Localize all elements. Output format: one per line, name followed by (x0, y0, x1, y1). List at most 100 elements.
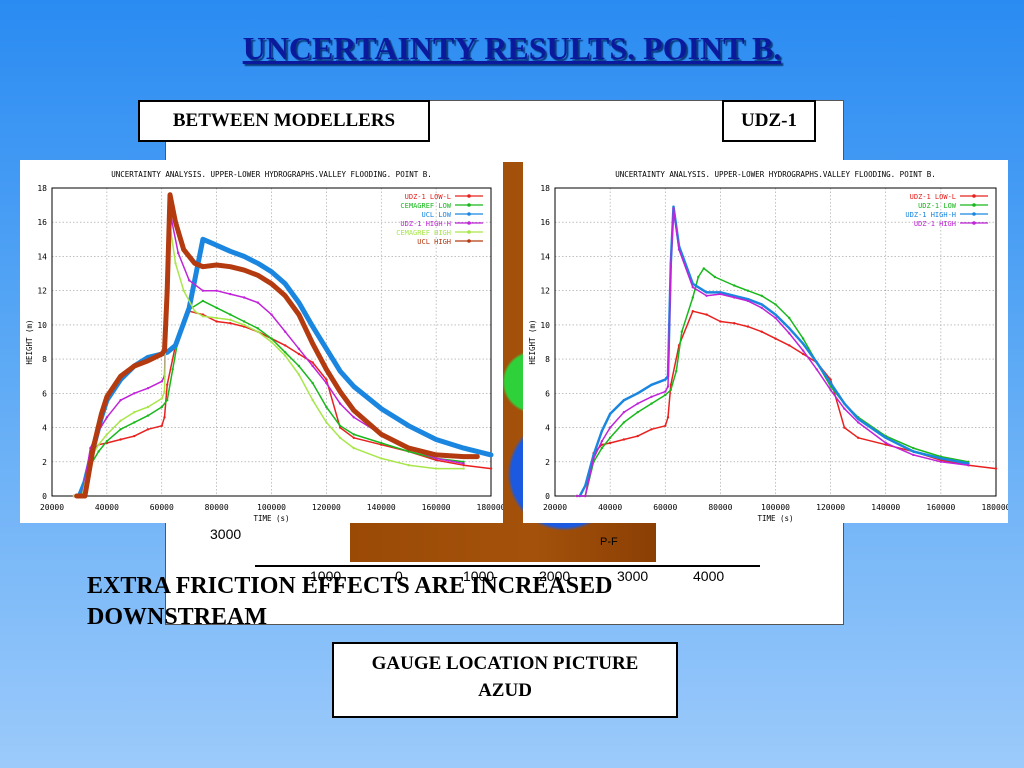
data-point (177, 251, 180, 255)
data-point (434, 458, 438, 462)
data-point (187, 305, 192, 310)
data-point (229, 313, 232, 316)
data-point (242, 320, 246, 323)
data-point (733, 294, 736, 297)
data-point (209, 240, 214, 245)
data-point (74, 493, 79, 499)
y-tick-label: 2 (42, 458, 47, 467)
data-point (283, 293, 288, 298)
data-point (774, 303, 777, 306)
data-point (171, 368, 174, 371)
y-tick-label: 0 (545, 492, 550, 501)
data-point (97, 450, 100, 453)
data-point (297, 347, 301, 350)
x-tick-label: 100000 (761, 503, 790, 512)
data-point (592, 457, 595, 460)
data-point (173, 343, 178, 348)
data-point (884, 441, 887, 445)
data-point (105, 416, 109, 419)
data-point (939, 457, 943, 460)
legend-label: UDZ-1 LOW (918, 202, 957, 210)
data-point (119, 419, 122, 422)
data-point (600, 446, 604, 450)
data-point (380, 443, 383, 446)
chart-title: UNCERTAINTY ANALYSIS. UPPER-LOWER HYDROG… (111, 170, 432, 179)
x-tick-label: 140000 (871, 503, 900, 512)
legend-marker (972, 212, 976, 216)
data-point (774, 313, 777, 316)
x-tick-label: 180000 (982, 503, 1008, 512)
legend-label: UDZ-1 HIGH-H (400, 220, 451, 228)
data-point (351, 408, 356, 413)
data-point (675, 369, 678, 373)
y-tick-label: 2 (545, 458, 550, 467)
data-point (201, 315, 205, 318)
data-point (338, 389, 343, 394)
data-point (815, 361, 818, 364)
data-point (173, 220, 178, 225)
data-point (664, 424, 667, 427)
data-point (162, 348, 167, 353)
data-point (133, 392, 136, 395)
data-point (352, 436, 355, 439)
chart-title: UNCERTAINTY ANALYSIS. UPPER-LOWER HYDROG… (615, 170, 936, 179)
data-point (255, 273, 260, 278)
data-point (600, 440, 604, 443)
data-point (119, 399, 122, 402)
data-point (242, 254, 247, 259)
data-point (801, 352, 805, 356)
data-point (407, 450, 410, 453)
data-point (338, 369, 343, 374)
data-point (82, 493, 87, 499)
plot-frame (554, 187, 997, 497)
data-point (269, 281, 274, 286)
data-point (133, 421, 136, 424)
data-point (215, 306, 218, 309)
data-point (166, 383, 169, 386)
legend-marker (467, 221, 471, 225)
data-point (352, 416, 355, 419)
data-point (912, 446, 915, 450)
data-point (133, 434, 136, 438)
series-line-0 (576, 310, 997, 497)
data-point (774, 337, 777, 340)
y-tick-label: 18 (37, 184, 47, 193)
data-point (760, 330, 763, 333)
data-point (284, 330, 287, 333)
y-axis-label: HEIGHT (m) (528, 319, 537, 364)
data-point (857, 436, 860, 439)
x-tick-label: 80000 (708, 503, 732, 512)
y-tick-label: 14 (37, 252, 47, 261)
data-point (311, 361, 314, 364)
data-point (166, 399, 169, 402)
data-point (608, 436, 612, 439)
data-point (215, 289, 218, 292)
data-point (270, 337, 273, 340)
data-point (719, 320, 722, 323)
data-point (636, 411, 639, 414)
legend-label: UDZ-1 HIGH-H (905, 211, 956, 219)
data-point (105, 433, 109, 436)
y-tick-label: 4 (42, 424, 47, 433)
y-axis-label: HEIGHT (m) (25, 319, 34, 364)
data-point (434, 437, 439, 442)
data-point (664, 378, 667, 381)
data-point (229, 318, 232, 321)
data-point (296, 300, 301, 305)
data-point (163, 416, 166, 419)
data-point (680, 330, 683, 333)
udz-1-label: UDZ-1 (722, 100, 816, 142)
legend-label: UCL HIGH (417, 238, 451, 246)
x-tick-label: 140000 (367, 503, 396, 512)
data-point (160, 424, 163, 427)
data-point (324, 367, 329, 372)
data-point (297, 352, 301, 356)
data-point (297, 364, 301, 368)
data-point (636, 392, 639, 395)
data-point (406, 423, 411, 428)
data-point (462, 462, 465, 465)
y-tick-label: 12 (540, 287, 550, 296)
data-point (283, 281, 288, 286)
data-point (132, 363, 137, 369)
data-point (705, 291, 708, 294)
